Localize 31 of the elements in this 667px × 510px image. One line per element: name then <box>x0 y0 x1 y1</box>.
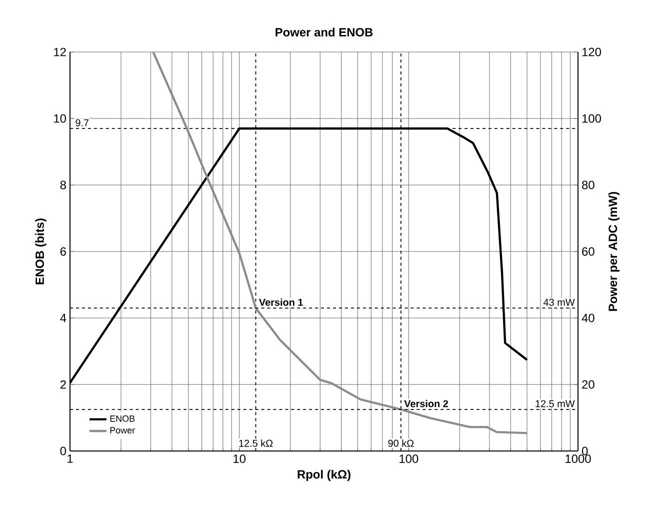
y-tick-label: 8 <box>60 180 66 190</box>
x-tick-label: 100 <box>400 454 418 463</box>
chart-title: Power and ENOB <box>276 28 373 36</box>
y2-tick-label: 100 <box>582 114 602 123</box>
y2-tick-label: 60 <box>582 247 594 256</box>
ref-line-label: 43 mW <box>543 298 575 306</box>
y2-tick-label: 0 <box>582 446 588 456</box>
y-tick-label: 6 <box>60 247 66 256</box>
ref-line-label: 90 kΩ <box>388 439 414 447</box>
y2-tick-label: 80 <box>582 180 594 190</box>
y2-tick-label: 40 <box>582 314 594 322</box>
y-tick-label: 10 <box>54 114 66 123</box>
y-tick-label: 12 <box>54 48 66 56</box>
y-axis-title: ENOB (bits) <box>35 218 46 284</box>
y-tick-label: 0 <box>60 446 66 456</box>
y2-axis-title: Power per ADC (mW) <box>608 192 620 311</box>
y2-tick-label: 120 <box>582 48 602 56</box>
x-axis-title: Rpol (kΩ) <box>298 470 350 481</box>
x-tick-label: 10 <box>234 454 246 463</box>
legend-label: ENOB <box>110 415 135 422</box>
ref-line-label: 12.5 mW <box>536 400 575 408</box>
legend-label: Power <box>110 427 135 434</box>
annotation: Version 1 <box>259 298 303 306</box>
annotation: Version 2 <box>404 400 448 408</box>
x-tick-label: 1000 <box>566 454 591 463</box>
y-tick-label: 4 <box>60 314 66 322</box>
ref-line-label: 12.5 kΩ <box>239 439 273 447</box>
x-tick-label: 1 <box>68 454 73 463</box>
ref-line-label: 9.7 <box>76 119 89 126</box>
y2-tick-label: 20 <box>582 380 594 389</box>
y-tick-label: 2 <box>60 380 66 389</box>
